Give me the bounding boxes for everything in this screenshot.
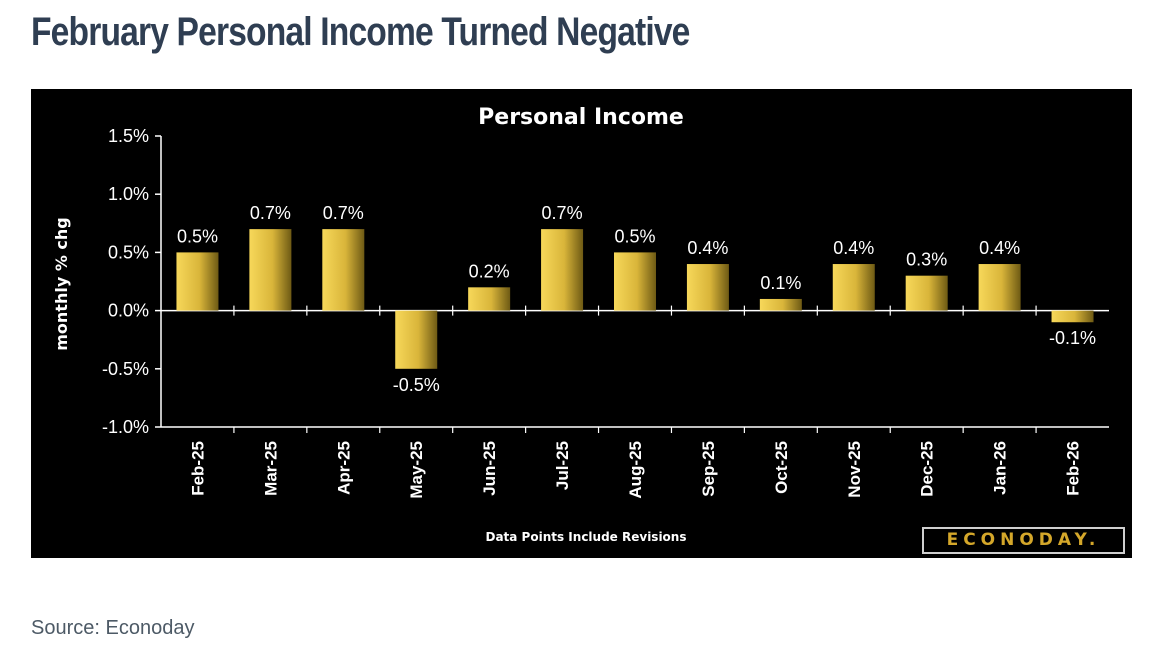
category-label: Aug-25 — [626, 441, 645, 499]
data-label: 0.7% — [542, 203, 583, 223]
bar-jul-25 — [541, 229, 584, 311]
category-label: Oct-25 — [772, 441, 791, 494]
bar-oct-25 — [759, 298, 802, 311]
data-label: 0.2% — [469, 261, 510, 281]
plot-area: 1.5% 1.0% 0.5% 0.0% -0.5% -1.0% 0.5% Feb-25 0.7%… — [102, 126, 1109, 499]
bar-jan-26 — [978, 264, 1021, 311]
data-label: 0.3% — [906, 250, 947, 270]
bar-feb-26 — [1051, 310, 1094, 323]
data-label: 0.4% — [687, 238, 728, 258]
chart-footnote: Data Points Include Revisions — [485, 530, 686, 544]
chart-title: Personal Income — [478, 105, 684, 130]
category-label: Feb-26 — [1064, 441, 1083, 496]
data-label: -0.1% — [1049, 328, 1096, 348]
data-label: -0.5% — [393, 375, 440, 395]
y-axis-label: monthly % chg — [52, 217, 71, 351]
econoday-logo: ECONODAY. — [922, 527, 1125, 554]
category-label: Nov-25 — [845, 441, 864, 498]
category-label: Jan-26 — [991, 441, 1010, 495]
data-label: 0.7% — [323, 203, 364, 223]
category-label: Jun-25 — [480, 441, 499, 496]
y-tick-label: 1.0% — [108, 184, 149, 204]
bar-dec-25 — [905, 275, 948, 311]
bar-chart: Personal Income monthly % chg 1.5% 1.0% 0.… — [52, 105, 1109, 544]
y-tick-label: 0.5% — [108, 242, 149, 262]
data-label: 0.5% — [177, 226, 218, 246]
bar-apr-25 — [322, 229, 365, 311]
bar-mar-25 — [249, 229, 292, 311]
y-tick-label: -1.0% — [102, 417, 149, 437]
category-label: Feb-25 — [188, 441, 207, 496]
y-tick-label: 1.5% — [108, 126, 149, 146]
data-label: 0.5% — [614, 226, 655, 246]
category-label: Apr-25 — [334, 441, 353, 495]
bar-aug-25 — [614, 252, 656, 311]
page-headline: February Personal Income Turned Negative — [31, 10, 690, 54]
bar-feb-25 — [176, 252, 219, 311]
bar-sep-25 — [686, 264, 729, 311]
category-label: Dec-25 — [918, 441, 937, 497]
category-label: Sep-25 — [699, 441, 718, 497]
bar-may-25 — [395, 310, 438, 369]
source-note: Source: Econoday — [31, 617, 195, 639]
chart-panel: Personal Income monthly % chg 1.5% 1.0% 0.… — [31, 89, 1132, 558]
bar-jun-25 — [468, 287, 511, 311]
category-label: Jul-25 — [553, 441, 572, 490]
bar-nov-25 — [832, 264, 875, 311]
category-label: Mar-25 — [261, 441, 280, 496]
data-label: 0.7% — [250, 203, 291, 223]
data-label: 0.1% — [760, 273, 801, 293]
y-tick-label: 0.0% — [108, 301, 149, 321]
data-label: 0.4% — [979, 238, 1020, 258]
y-tick-label: -0.5% — [102, 359, 149, 379]
data-label: 0.4% — [833, 238, 874, 258]
category-label: May-25 — [407, 441, 426, 499]
